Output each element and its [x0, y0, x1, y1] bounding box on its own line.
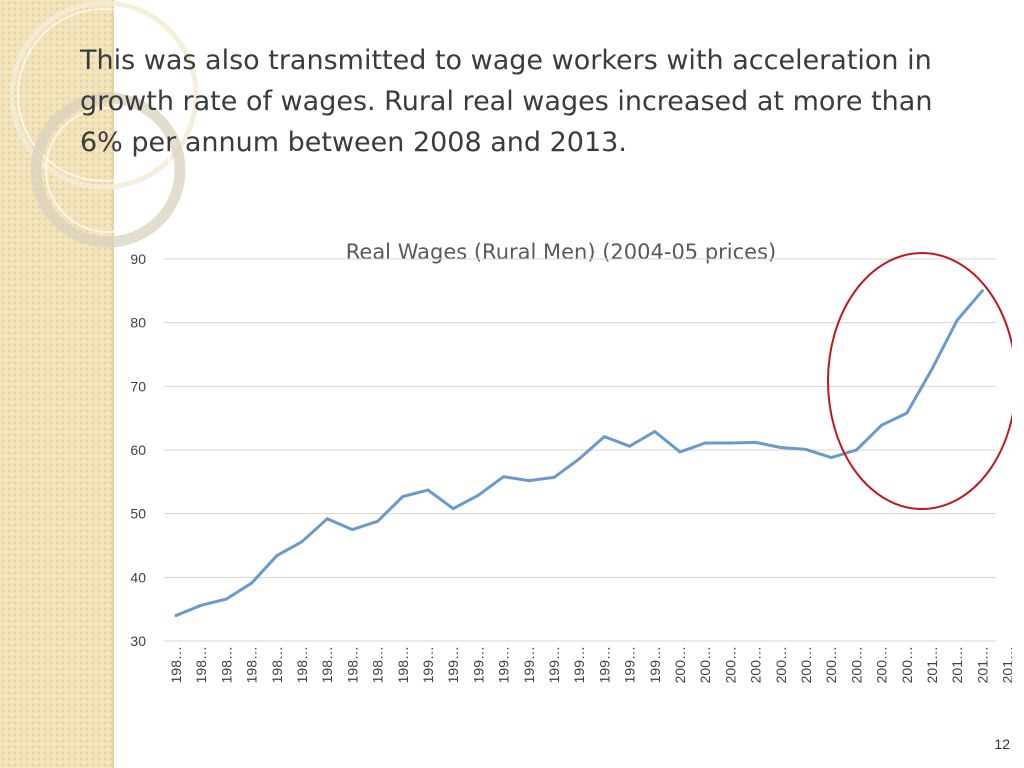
data-point [350, 528, 354, 532]
data-point [527, 479, 531, 483]
data-point [854, 448, 858, 452]
data-point [250, 581, 254, 585]
data-point [275, 554, 279, 558]
x-tick-label: 198… [168, 646, 184, 683]
decorative-ring-lower-inner [45, 107, 171, 233]
x-tick-label: 200… [798, 646, 814, 683]
x-tick-label: 200… [773, 646, 789, 683]
data-point [703, 441, 707, 445]
data-point [602, 435, 606, 439]
data-point [930, 367, 934, 371]
x-tick-label: 200… [823, 646, 839, 683]
decorative-ring-outer [9, 0, 199, 190]
data-point [955, 318, 959, 322]
x-tick-label: 199… [546, 646, 562, 683]
data-point [552, 475, 556, 479]
x-tick-label: 199… [496, 646, 512, 683]
chart-title: Real Wages (Rural Men) (2004-05 prices) [346, 240, 777, 264]
data-point [653, 430, 657, 434]
chart-series [174, 289, 984, 618]
x-tick-label: 198… [319, 646, 335, 683]
y-tick-label: 70 [130, 378, 146, 394]
y-tick-label: 50 [130, 506, 146, 522]
x-tick-label: 201… [1000, 646, 1012, 683]
data-point [476, 493, 480, 497]
x-tick-label: 201… [924, 646, 940, 683]
data-point [401, 494, 405, 498]
data-point [577, 457, 581, 461]
data-point [628, 444, 632, 448]
x-tick-label: 198… [294, 646, 310, 683]
x-tick-label: 199… [622, 646, 638, 683]
x-tick-label: 198… [269, 646, 285, 683]
data-point [728, 441, 732, 445]
x-tick-label: 199… [445, 646, 461, 683]
data-point [325, 517, 329, 521]
x-axis: 198… 198… 198… 198… 198… 198… 198… 198… 198… 198…… [168, 646, 1012, 683]
data-point [426, 488, 430, 492]
data-point [678, 450, 682, 454]
x-tick-label: 200… [848, 646, 864, 683]
x-tick-label: 199… [521, 646, 537, 683]
series-line [174, 289, 984, 617]
decorative-ring-lower [30, 92, 186, 248]
data-point [754, 440, 758, 444]
x-tick-label: 200… [697, 646, 713, 683]
data-point [804, 447, 808, 451]
y-tick-label: 60 [130, 442, 146, 458]
x-tick-label: 199… [571, 646, 587, 683]
sidebar-edge [112, 0, 114, 768]
x-tick-label: 199… [470, 646, 486, 683]
data-point [779, 445, 783, 449]
chart-gridlines [164, 258, 996, 642]
x-tick-label: 198… [344, 646, 360, 683]
data-point [980, 289, 984, 293]
x-tick-label: 198… [370, 646, 386, 683]
data-point [829, 456, 833, 460]
y-tick-label: 80 [130, 315, 146, 331]
x-tick-label: 198… [193, 646, 209, 683]
x-tick-label: 200… [748, 646, 764, 683]
y-tick-label: 30 [130, 633, 146, 649]
page-number: 12 [994, 736, 1010, 752]
x-tick-label: 199… [420, 646, 436, 683]
x-tick-label: 201… [974, 646, 990, 683]
data-point [905, 411, 909, 415]
line-chart: Real Wages (Rural Men) (2004-05 prices) … [130, 240, 1012, 683]
x-tick-label: 199… [596, 646, 612, 683]
x-tick-label: 198… [244, 646, 260, 683]
x-tick-label: 198… [218, 646, 234, 683]
decorative-rings [9, 0, 199, 248]
data-point [451, 507, 455, 511]
x-tick-label: 200… [899, 646, 915, 683]
y-tick-label: 40 [130, 569, 146, 585]
x-tick-label: 201… [949, 646, 965, 683]
x-tick-label: 200… [672, 646, 688, 683]
x-tick-label: 198… [395, 646, 411, 683]
data-point [224, 597, 228, 601]
decorative-ring-outer-inner [17, 8, 191, 182]
data-point [376, 519, 380, 523]
x-tick-label: 199… [647, 646, 663, 683]
data-point [199, 603, 203, 607]
slide-title: This was also transmitted to wage worker… [80, 45, 933, 158]
x-tick-label: 200… [874, 646, 890, 683]
data-point [174, 614, 178, 618]
highlight-ellipse [827, 252, 1012, 510]
data-point [502, 475, 506, 479]
data-point [880, 423, 884, 427]
data-point [300, 540, 304, 544]
x-tick-label: 200… [722, 646, 738, 683]
y-axis: 30 40 50 60 70 80 90 [130, 251, 146, 649]
y-tick-label: 90 [130, 251, 146, 267]
